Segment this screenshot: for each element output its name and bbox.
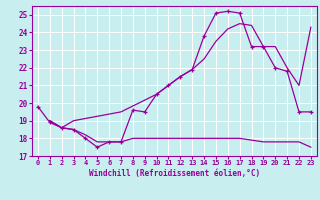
X-axis label: Windchill (Refroidissement éolien,°C): Windchill (Refroidissement éolien,°C) — [89, 169, 260, 178]
